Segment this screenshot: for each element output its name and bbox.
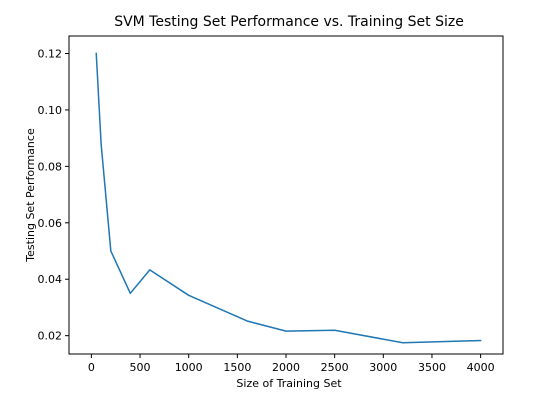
x-axis-label: Size of Training Set: [236, 377, 342, 390]
y-tick-label: 0.04: [38, 273, 63, 286]
series-line: [95, 52, 482, 344]
x-tick-label: 3500: [418, 361, 446, 374]
chart-title: SVM Testing Set Performance vs. Training…: [114, 14, 464, 30]
x-tick-label: 1500: [223, 361, 251, 374]
x-tick-label: 3000: [369, 361, 397, 374]
y-axis-label: Testing Set Performance: [24, 128, 37, 263]
y-axis: 0.02 0.04 0.06 0.08 0.10 0.12: [38, 47, 69, 343]
x-tick-label: 2500: [321, 361, 349, 374]
y-tick-label: 0.06: [38, 217, 63, 230]
y-tick-label: 0.02: [38, 330, 63, 343]
y-tick-label: 0.10: [38, 104, 63, 117]
x-tick-label: 4000: [467, 361, 495, 374]
plot-area: [68, 35, 504, 355]
plot-frame: [68, 35, 504, 355]
y-tick-label: 0.12: [38, 47, 63, 60]
y-tick-label: 0.08: [38, 160, 63, 173]
x-tick-label: 1000: [175, 361, 203, 374]
x-axis: 0 500 1000 1500 2000 2500 3000 3500 4000: [88, 354, 495, 374]
x-tick-label: 2000: [272, 361, 300, 374]
x-tick-label: 500: [130, 361, 151, 374]
x-tick-label: 0: [88, 361, 95, 374]
